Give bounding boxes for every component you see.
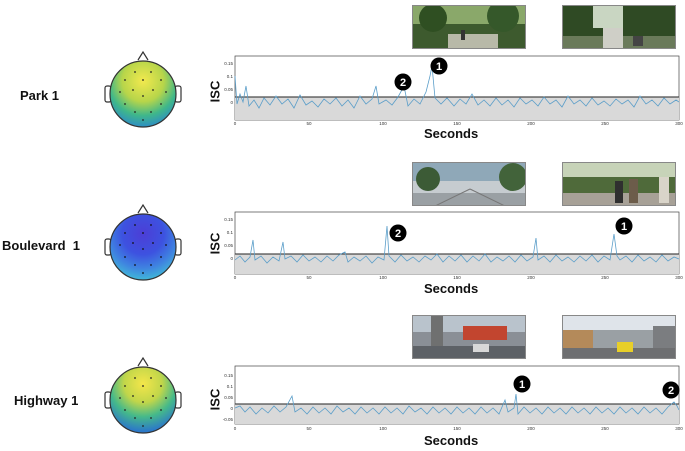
row1-xlabel: Seconds bbox=[424, 126, 479, 141]
row1-yticks: 0.15 0.1 0.05 0 bbox=[224, 61, 233, 105]
row2-photo-a bbox=[412, 162, 526, 206]
row3-label: Highway 1 bbox=[14, 393, 79, 408]
row2-yticks: 0.15 0.1 0.05 0 bbox=[224, 217, 233, 261]
row3-photo-a bbox=[412, 315, 526, 359]
row2-isc-series bbox=[234, 225, 680, 264]
row3-yticks: 0.15 0.1 0.05 0 -0.05 bbox=[223, 373, 234, 422]
row1-isc-series bbox=[234, 65, 680, 109]
row2-xtick-50: 50 bbox=[306, 275, 312, 280]
row1-ytick-015: 0.15 bbox=[224, 61, 233, 66]
row1-photo-b bbox=[562, 5, 676, 49]
row3-marker-1: 1 bbox=[513, 375, 531, 393]
row1-xtick-250: 250 bbox=[601, 121, 609, 126]
row3-ytick-0: 0 bbox=[230, 406, 233, 411]
row3-plot: 0.15 0.1 0.05 0 -0.05 0 50 100 150 200 2… bbox=[223, 365, 684, 431]
row1-marker-1: 1 bbox=[430, 57, 448, 75]
row1-marker-2: 2 bbox=[394, 73, 412, 91]
row1-label: Park 1 bbox=[20, 88, 60, 103]
row2-ytick-010: 0.1 bbox=[227, 230, 234, 235]
row2-xticks: 0 50 100 150 200 250 300 bbox=[234, 275, 684, 280]
row1-xticks: 0 50 100 150 200 250 300 bbox=[234, 121, 684, 126]
svg-text:2: 2 bbox=[400, 77, 406, 89]
row3-xlabel: Seconds bbox=[424, 433, 479, 448]
row3-xtick-300: 300 bbox=[675, 426, 683, 431]
row3-xtick-0: 0 bbox=[234, 426, 237, 431]
row3-ylabel: ISC bbox=[207, 388, 223, 411]
svg-text:2: 2 bbox=[668, 385, 674, 397]
row1-xtick-300: 300 bbox=[675, 121, 683, 126]
row2-xlabel: Seconds bbox=[424, 281, 479, 296]
row3-xtick-50: 50 bbox=[306, 426, 312, 431]
row1-photo-a bbox=[412, 5, 526, 49]
row2-marker-2: 2 bbox=[389, 224, 407, 242]
row1-ytick-0: 0 bbox=[230, 100, 233, 105]
row2-label: Boulevard 1 bbox=[2, 238, 81, 253]
row3-ytick-neg005: -0.05 bbox=[223, 417, 234, 422]
row3-isc-series bbox=[234, 393, 680, 415]
row2-marker-1: 1 bbox=[615, 217, 633, 235]
row3-xtick-200: 200 bbox=[527, 426, 535, 431]
row1-xtick-150: 150 bbox=[453, 121, 461, 126]
row1-xtick-100: 100 bbox=[379, 121, 387, 126]
row2-photo-b bbox=[562, 162, 676, 206]
svg-text:1: 1 bbox=[621, 221, 627, 233]
row2-area-fill bbox=[235, 254, 679, 274]
svg-text:2: 2 bbox=[395, 228, 401, 240]
row2-ytick-015: 0.15 bbox=[224, 217, 233, 222]
row2-xtick-200: 200 bbox=[527, 275, 535, 280]
svg-text:1: 1 bbox=[519, 379, 525, 391]
row1-plot: 0.15 0.1 0.05 0 0 50 100 150 200 250 300 bbox=[224, 55, 684, 126]
row2-xtick-300: 300 bbox=[675, 275, 683, 280]
row3-ytick-010: 0.1 bbox=[227, 384, 234, 389]
row1-xtick-200: 200 bbox=[527, 121, 535, 126]
row1-xtick-50: 50 bbox=[306, 121, 312, 126]
row1-topomap bbox=[100, 50, 186, 136]
row2-xtick-250: 250 bbox=[601, 275, 609, 280]
row2-xtick-150: 150 bbox=[453, 275, 461, 280]
row2-topomap bbox=[100, 203, 186, 289]
row3-xtick-250: 250 bbox=[601, 426, 609, 431]
row3-xticks: 0 50 100 150 200 250 300 bbox=[234, 426, 684, 431]
row2-ylabel: ISC bbox=[207, 232, 223, 255]
row3-xtick-150: 150 bbox=[453, 426, 461, 431]
row2-ytick-005: 0.05 bbox=[224, 243, 233, 248]
row1-ytick-010: 0.1 bbox=[227, 74, 234, 79]
row3-topomap bbox=[100, 356, 186, 442]
row2-plot: 0.15 0.1 0.05 0 0 50 100 150 200 250 300 bbox=[224, 211, 684, 280]
row3-marker-2: 2 bbox=[662, 381, 680, 399]
row3-ytick-005: 0.05 bbox=[224, 395, 233, 400]
row2-ytick-0: 0 bbox=[230, 256, 233, 261]
row1-area-fill bbox=[235, 97, 679, 120]
row3-photo-b bbox=[562, 315, 676, 359]
row1-ylabel: ISC bbox=[207, 80, 223, 103]
row3-xtick-100: 100 bbox=[379, 426, 387, 431]
svg-text:1: 1 bbox=[436, 61, 442, 73]
row2-xtick-0: 0 bbox=[234, 275, 237, 280]
row1-xtick-0: 0 bbox=[234, 121, 237, 126]
row1-ytick-005: 0.05 bbox=[224, 87, 233, 92]
row3-area-fill bbox=[235, 404, 679, 424]
row3-ytick-015: 0.15 bbox=[224, 373, 233, 378]
row2-xtick-100: 100 bbox=[379, 275, 387, 280]
